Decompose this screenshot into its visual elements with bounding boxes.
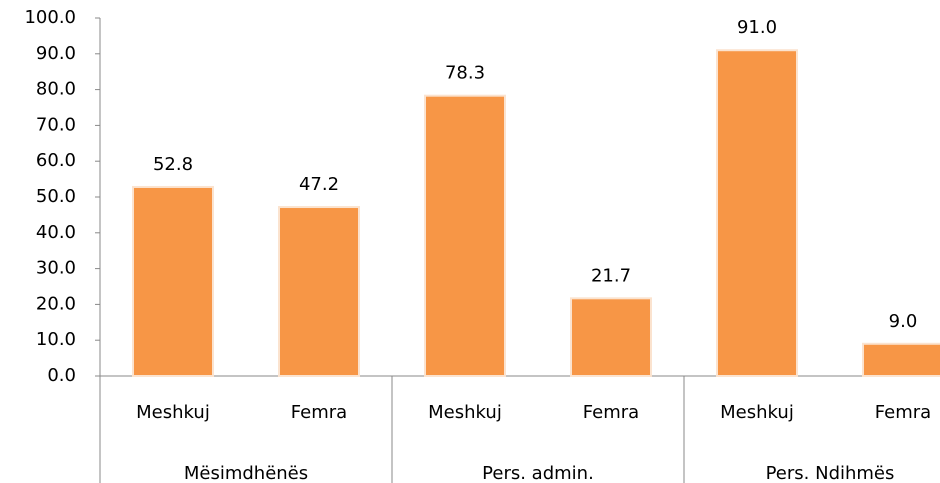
bar	[132, 185, 214, 377]
value-label: 9.0	[889, 311, 918, 332]
value-label: 21.7	[591, 265, 631, 286]
y-tick-label: 30.0	[36, 258, 76, 279]
group-label: Mësimdhënës	[184, 463, 308, 483]
y-tick-label: 70.0	[36, 114, 76, 135]
x-tick-label: Meshkuj	[720, 402, 794, 423]
x-tick-label: Femra	[291, 402, 347, 423]
value-label: 47.2	[299, 174, 339, 195]
bar	[278, 206, 360, 377]
bar	[570, 297, 652, 377]
x-tick-label: Femra	[583, 402, 639, 423]
y-tick-label: 20.0	[36, 293, 76, 314]
x-tick-label: Meshkuj	[428, 402, 502, 423]
y-tick-label: 100.0	[24, 7, 76, 28]
value-label: 52.8	[153, 154, 193, 175]
y-tick-label: 10.0	[36, 329, 76, 350]
group-label: Pers. Ndihmës	[766, 463, 895, 483]
bar	[862, 342, 940, 377]
group-label: Pers. admin.	[482, 463, 594, 483]
y-tick-label: 50.0	[36, 186, 76, 207]
x-tick-label: Meshkuj	[136, 402, 210, 423]
y-tick-label: 0.0	[47, 365, 76, 386]
value-label: 91.0	[737, 17, 777, 38]
y-tick-label: 90.0	[36, 43, 76, 64]
x-tick-label: Femra	[875, 402, 931, 423]
bar	[716, 49, 798, 377]
value-label: 78.3	[445, 63, 485, 84]
y-tick-label: 60.0	[36, 150, 76, 171]
bar	[424, 94, 506, 377]
y-tick-label: 80.0	[36, 79, 76, 100]
y-tick-label: 40.0	[36, 222, 76, 243]
